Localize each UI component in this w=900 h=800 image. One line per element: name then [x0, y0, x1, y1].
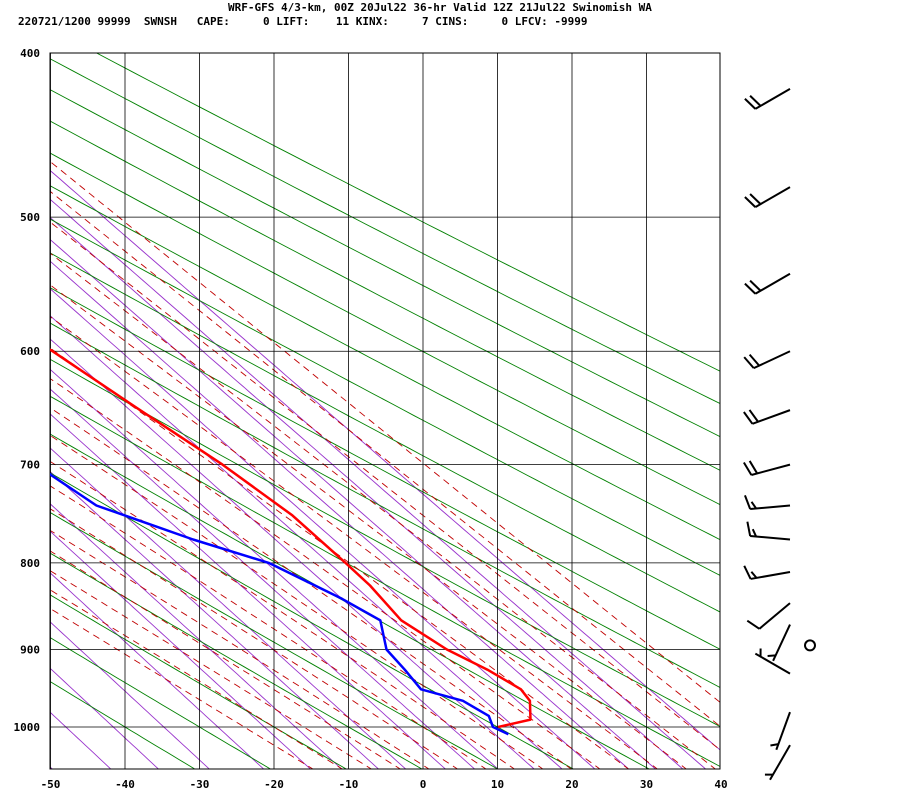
dry-adiabat-line — [50, 358, 720, 727]
moist-adiabat-line — [50, 550, 402, 769]
y-tick-label: 600 — [20, 345, 40, 358]
mixing-ratio-line — [50, 503, 343, 769]
wind-barb — [754, 648, 791, 675]
mixing-ratio-line — [50, 198, 707, 769]
moist-adiabat-line — [50, 607, 314, 769]
moist-adiabat-line — [50, 434, 544, 769]
dry-adiabat-line — [50, 185, 720, 541]
wind-barb — [770, 711, 791, 751]
wind-barb — [746, 602, 791, 630]
x-tick-label: 20 — [565, 778, 578, 791]
pressure-tick-labels: 400 500 600 700 800 900 1000 — [14, 47, 41, 734]
x-tick-label: -30 — [190, 778, 210, 791]
moist-adiabat-line — [50, 589, 344, 769]
y-tick-label: 700 — [20, 459, 40, 472]
mixing-ratio-line — [50, 667, 160, 769]
moist-adiabat-line — [50, 221, 720, 751]
dry-adiabat-line — [50, 636, 272, 769]
x-tick-label: -50 — [41, 778, 61, 791]
dry-adiabat-line — [50, 511, 499, 769]
dry-adiabat-line — [50, 152, 720, 506]
dry-adiabat-line — [50, 433, 650, 769]
moist-adiabat-line — [50, 347, 630, 769]
moist-adiabat-line — [50, 460, 516, 769]
dry-adiabat-line — [50, 322, 720, 688]
mixing-ratio-line — [50, 388, 476, 769]
plot-frame — [49, 52, 721, 770]
wind-barb — [743, 350, 791, 370]
moist-adiabat-line — [50, 284, 687, 769]
wind-barb — [744, 272, 791, 295]
wind-barb — [744, 495, 791, 510]
dry-adiabat-line — [50, 680, 196, 769]
dry-adiabat-line — [50, 594, 348, 769]
x-tick-label: -40 — [115, 778, 135, 791]
mixing-ratio-line — [50, 216, 684, 769]
wind-barbs — [743, 88, 816, 781]
mixing-ratio-line — [50, 470, 380, 769]
y-tick-label: 400 — [20, 47, 40, 60]
moist-adiabat-line — [50, 252, 716, 769]
x-tick-label: 0 — [420, 778, 427, 791]
dry-adiabat-line — [50, 120, 720, 471]
mixing-ratio-line — [50, 368, 499, 769]
moist-adiabat-line — [50, 160, 720, 703]
y-tick-label: 500 — [20, 211, 40, 224]
x-tick-label: 40 — [714, 778, 727, 791]
profiles — [50, 348, 532, 736]
moist-adiabat-line — [50, 316, 658, 769]
mixing-ratio-line — [50, 315, 563, 769]
dry-adiabat-line — [50, 472, 575, 769]
dry-adiabat-line — [95, 53, 720, 372]
x-tick-label: 10 — [491, 778, 504, 791]
mixing-ratio-line — [50, 260, 630, 769]
moist-adiabat-line — [50, 407, 573, 769]
mixing-ratio-line — [50, 413, 447, 769]
moist-adiabat-line — [50, 508, 459, 769]
mixing-ratio-line — [50, 338, 535, 769]
stability-indices: 220721/1200 99999 SWNSH CAPE: 0 LIFT: 11… — [18, 15, 588, 28]
mixing-ratio-line — [50, 288, 596, 769]
mixing-ratio-line — [50, 530, 312, 769]
moist-adiabat-line — [50, 570, 373, 769]
moist-adiabat-line — [50, 377, 601, 769]
wind-barb — [744, 88, 791, 110]
dry-adiabat-line — [50, 252, 720, 613]
x-tick-label: -20 — [264, 778, 284, 791]
moist-adiabat-line — [50, 485, 487, 769]
temperature-tick-labels: -50 -40 -30 -20 -10 0 10 20 30 40 — [41, 778, 728, 791]
x-tick-label: 30 — [640, 778, 653, 791]
y-tick-label: 900 — [20, 643, 40, 656]
wind-barb — [743, 565, 791, 580]
dry-adiabat-line — [50, 89, 720, 438]
dry-adiabat-line — [50, 287, 720, 650]
wind-barb — [767, 624, 791, 662]
wind-barb — [746, 521, 791, 541]
mixing-ratio-line — [50, 711, 112, 769]
wind-barb — [744, 186, 791, 208]
wind-barb — [743, 409, 791, 425]
wind-barb — [743, 460, 791, 476]
mixing-ratio-line — [50, 238, 657, 769]
chart-title: WRF-GFS 4/3-km, 00Z 20Jul22 36-hr Valid … — [228, 1, 652, 14]
dry-adiabat-line — [50, 218, 720, 576]
mixing-ratio-line — [50, 447, 407, 769]
temperature-line — [50, 348, 532, 729]
wind-barb — [764, 744, 791, 781]
dry-adiabat-line — [50, 552, 423, 769]
moist-adiabat-line — [50, 190, 720, 727]
mixing-ratio-line — [50, 766, 53, 769]
dry-adiabat-line — [50, 58, 720, 405]
mixing-ratio-line — [50, 621, 210, 769]
y-tick-label: 800 — [20, 557, 40, 570]
dewpoint-line — [50, 472, 509, 736]
y-tick-label: 1000 — [14, 721, 41, 734]
background-lines — [50, 53, 720, 769]
mixing-ratio-line — [50, 572, 265, 769]
grid-lines — [49, 52, 721, 770]
x-tick-label: -10 — [339, 778, 359, 791]
wind-barb-calm — [804, 639, 816, 652]
